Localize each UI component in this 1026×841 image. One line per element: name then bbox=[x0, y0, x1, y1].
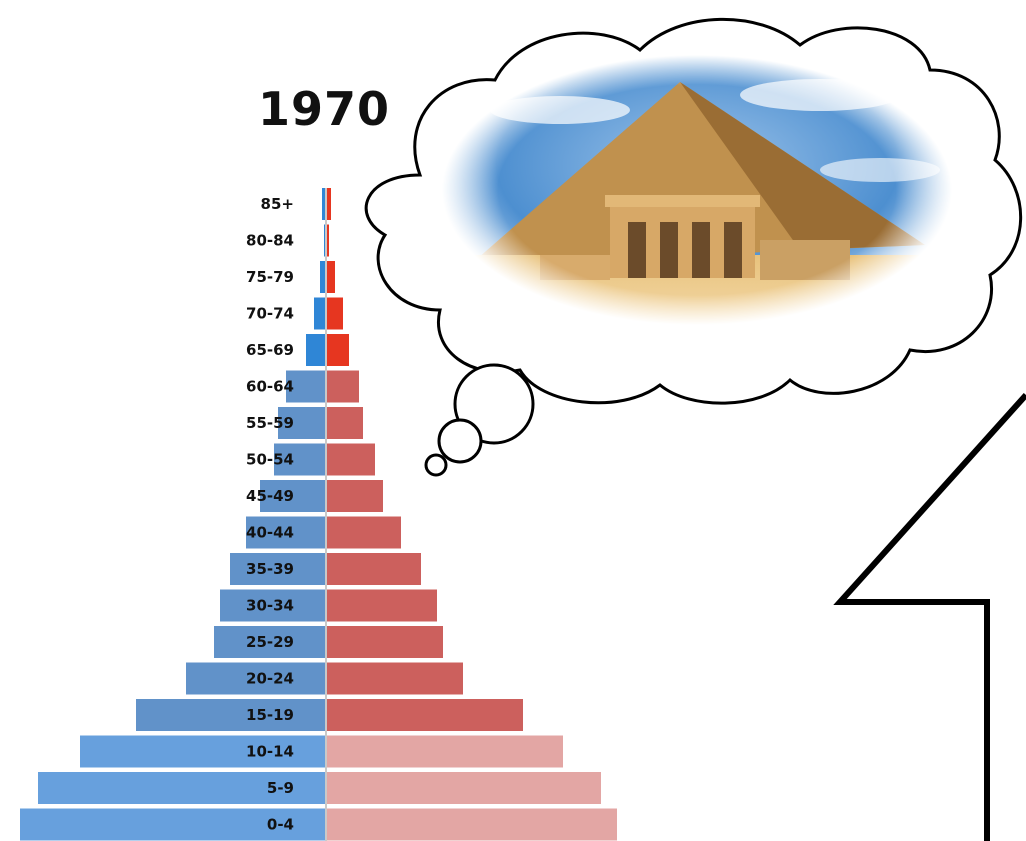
age-label: 60-64 bbox=[246, 378, 294, 396]
bar-right-55-59 bbox=[327, 407, 363, 439]
bar-right-10-14 bbox=[327, 735, 563, 768]
bar-left-20-24 bbox=[186, 662, 326, 695]
bar-right-0-4 bbox=[327, 808, 617, 841]
age-label: 30-34 bbox=[246, 597, 294, 615]
pyramid-photo bbox=[440, 55, 955, 335]
age-label: 65-69 bbox=[246, 341, 294, 359]
bar-right-80-84 bbox=[327, 224, 329, 257]
age-label: 55-59 bbox=[246, 414, 294, 432]
bar-left-50-54 bbox=[274, 443, 326, 476]
bar-right-40-44 bbox=[327, 516, 401, 549]
chart-title: 1970 bbox=[258, 82, 391, 136]
age-label: 85+ bbox=[261, 195, 294, 213]
bar-right-85+ bbox=[327, 188, 331, 220]
bar-right-50-54 bbox=[327, 443, 375, 476]
bar-right-60-64 bbox=[327, 370, 359, 403]
bar-right-45-49 bbox=[327, 480, 383, 512]
bar-left-25-29 bbox=[214, 626, 326, 658]
bar-left-5-9 bbox=[38, 772, 326, 804]
bar-left-15-19 bbox=[136, 699, 326, 731]
age-label: 70-74 bbox=[246, 305, 294, 323]
bar-right-20-24 bbox=[327, 662, 463, 695]
bar-left-30-34 bbox=[220, 589, 326, 622]
bar-right-15-19 bbox=[327, 699, 523, 731]
age-label: 35-39 bbox=[246, 560, 294, 578]
age-label: 20-24 bbox=[246, 670, 294, 688]
age-label: 80-84 bbox=[246, 232, 294, 250]
bar-right-30-34 bbox=[327, 589, 437, 622]
bar-left-75-79 bbox=[320, 261, 326, 293]
bar-left-35-39 bbox=[230, 553, 326, 585]
age-label: 10-14 bbox=[246, 743, 294, 761]
bar-right-65-69 bbox=[327, 334, 349, 366]
upward-arrow-icon bbox=[833, 392, 1026, 841]
bar-right-70-74 bbox=[327, 297, 343, 330]
bar-left-60-64 bbox=[286, 370, 326, 403]
bar-right-35-39 bbox=[327, 553, 421, 585]
age-label: 25-29 bbox=[246, 633, 294, 651]
bar-left-40-44 bbox=[246, 516, 326, 549]
population-pyramid-chart: 85+ 80-84 75-79 70-74 65-69 60-64 55-59 50-54 45… bbox=[20, 188, 617, 841]
bar-left-10-14 bbox=[80, 735, 326, 768]
bar-left-85+ bbox=[322, 188, 326, 220]
bar-left-65-69 bbox=[306, 334, 326, 366]
age-label: 50-54 bbox=[246, 451, 294, 469]
bar-right-25-29 bbox=[327, 626, 443, 658]
age-label: 45-49 bbox=[246, 487, 294, 505]
age-label: 0-4 bbox=[267, 816, 294, 834]
bar-left-70-74 bbox=[314, 297, 326, 330]
bar-right-75-79 bbox=[327, 261, 335, 293]
age-label: 75-79 bbox=[246, 268, 294, 286]
age-label: 15-19 bbox=[246, 706, 294, 724]
bar-left-55-59 bbox=[278, 407, 326, 439]
age-label: 5-9 bbox=[267, 779, 294, 797]
age-label: 40-44 bbox=[246, 524, 294, 542]
bar-right-5-9 bbox=[327, 772, 601, 804]
bar-left-0-4 bbox=[20, 808, 326, 841]
bar-left-45-49 bbox=[260, 480, 326, 512]
